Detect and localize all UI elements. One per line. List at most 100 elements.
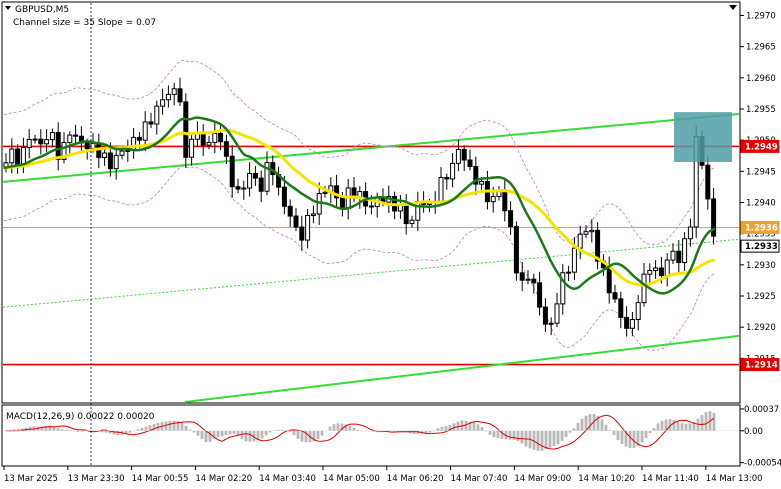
macd-bar xyxy=(476,424,480,431)
macd-bar xyxy=(444,425,448,431)
candle xyxy=(183,93,189,168)
macd-bar xyxy=(172,420,176,431)
candle xyxy=(171,82,177,106)
candle-body xyxy=(177,88,183,103)
macd-bar xyxy=(144,426,148,431)
candle xyxy=(711,187,717,245)
macd-bar xyxy=(304,430,308,443)
candle-body xyxy=(252,172,258,179)
symbol-label: GBPUSD,M5 xyxy=(15,5,69,15)
candle-body xyxy=(32,138,38,141)
macd-bar xyxy=(624,430,628,447)
macd-bar xyxy=(640,430,644,443)
candle-body xyxy=(131,136,137,151)
candle-body xyxy=(55,131,61,160)
candle-body xyxy=(281,186,287,207)
macd-bar xyxy=(668,419,672,431)
price-tick-label: 1.2960 xyxy=(746,74,776,84)
price-tick-label: 1.2930 xyxy=(746,261,776,271)
macd-bar xyxy=(596,415,600,431)
candle-body xyxy=(461,148,467,161)
candle xyxy=(647,263,653,285)
candle xyxy=(125,139,131,162)
candle xyxy=(455,139,461,172)
candle-body xyxy=(9,148,15,164)
candle xyxy=(705,156,711,210)
macd-bar xyxy=(224,430,228,436)
candle xyxy=(409,215,415,228)
price-tick-label: 1.2970 xyxy=(746,11,776,21)
macd-bar xyxy=(636,430,640,447)
level-tag-3-bg xyxy=(740,220,780,234)
candle xyxy=(49,128,55,148)
time-tick-label: 14 Mar 07:40 xyxy=(451,474,508,484)
candle-body xyxy=(450,162,456,180)
macd-bar xyxy=(364,430,368,432)
candle-body xyxy=(26,138,32,149)
candle xyxy=(444,173,450,190)
macd-bar xyxy=(196,430,200,436)
macd-bar xyxy=(320,430,324,436)
candle xyxy=(334,174,340,207)
macd-bar xyxy=(16,428,20,431)
candle xyxy=(629,311,635,337)
candle xyxy=(160,88,166,115)
candle-body xyxy=(339,197,345,210)
macd-bar xyxy=(40,426,44,431)
candle xyxy=(154,100,160,135)
candle-body xyxy=(102,152,108,158)
macd-bar xyxy=(220,430,224,437)
dropdown-arrow-icon[interactable] xyxy=(5,6,11,10)
macd-bar xyxy=(348,425,352,431)
candle xyxy=(113,145,119,180)
candle xyxy=(554,292,560,328)
macd-bar xyxy=(184,425,188,431)
macd-tick-label: 0.00 xyxy=(744,427,763,437)
candle-body xyxy=(525,278,531,281)
candle xyxy=(548,317,554,336)
candle-body xyxy=(542,306,548,325)
candle-body xyxy=(368,205,374,208)
price-tick-label: 1.2935 xyxy=(746,230,776,240)
candle xyxy=(212,122,218,154)
candle-body xyxy=(171,88,177,95)
candle-body xyxy=(113,154,119,170)
current-price-tag-bg xyxy=(740,239,780,253)
macd-bar xyxy=(356,429,360,431)
candle xyxy=(264,151,270,196)
macd-bar xyxy=(72,430,76,432)
candle-body xyxy=(154,105,160,125)
candle-body xyxy=(479,180,485,185)
candle-body xyxy=(658,267,664,277)
candle-body xyxy=(438,176,444,202)
channel-lower-line xyxy=(184,334,740,403)
time-tick-label: 14 Mar 05:00 xyxy=(323,474,380,484)
candle-body xyxy=(44,139,50,145)
macd-bar xyxy=(684,423,688,431)
envelope-lower xyxy=(3,165,716,351)
macd-bar xyxy=(76,430,80,432)
macd-bar xyxy=(268,430,272,433)
macd-bar xyxy=(700,415,704,431)
candle-body xyxy=(519,272,525,281)
macd-bar xyxy=(396,430,400,432)
candle xyxy=(542,298,548,333)
candle-body xyxy=(264,162,270,192)
candle-body xyxy=(206,141,212,146)
candle-body xyxy=(682,238,688,264)
macd-bar xyxy=(88,429,92,431)
candle-body xyxy=(618,298,624,318)
candle-body xyxy=(711,198,717,237)
macd-bar xyxy=(540,430,544,451)
macd-bar xyxy=(48,425,52,431)
candle xyxy=(635,295,641,331)
candle xyxy=(189,132,195,166)
macd-bar xyxy=(568,430,572,433)
macd-bar xyxy=(520,430,524,444)
candle xyxy=(687,218,693,247)
macd-bar xyxy=(412,430,416,434)
ma-fast-line xyxy=(3,116,716,295)
scroll-marker-icon xyxy=(729,5,737,10)
candle-body xyxy=(705,164,711,200)
candle-body xyxy=(566,271,572,274)
